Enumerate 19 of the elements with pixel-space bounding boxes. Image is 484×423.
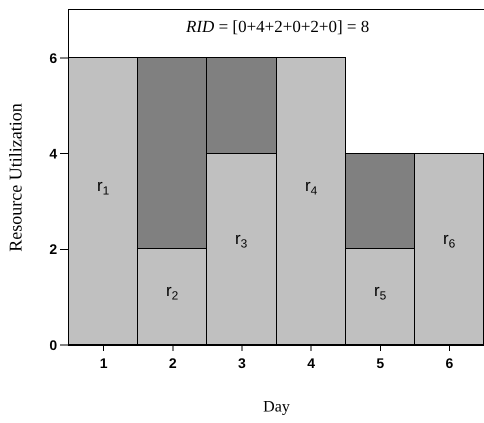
x-tick-label: 1 (100, 354, 108, 371)
annotation: r$_{5}$ (374, 281, 387, 303)
x-axis-title: Day (263, 398, 290, 416)
x-tick-label: 6 (446, 354, 454, 371)
annotation: r$_{2}$ (166, 281, 179, 303)
y-tick-label: 4 (49, 145, 58, 162)
annotation: r$_{1}$ (97, 176, 110, 198)
y-tick-label: 6 (49, 50, 58, 66)
y-axis-title: Resource Utilization (6, 103, 26, 252)
y-tick-label: 2 (49, 241, 58, 258)
x-tick-label: 4 (307, 354, 316, 371)
annotation: r$_{3}$ (235, 229, 248, 251)
annotation: r$_{4}$ (305, 176, 318, 198)
chart-title: RID = [0+4+2+0+2+0] = 8 (185, 17, 370, 36)
y-tick-label: 0 (49, 336, 58, 353)
x-tick-label: 2 (168, 354, 177, 371)
x-tick-label: 5 (376, 354, 384, 371)
annotation: r$_{6}$ (443, 229, 456, 251)
x-tick-label: 3 (238, 354, 246, 371)
